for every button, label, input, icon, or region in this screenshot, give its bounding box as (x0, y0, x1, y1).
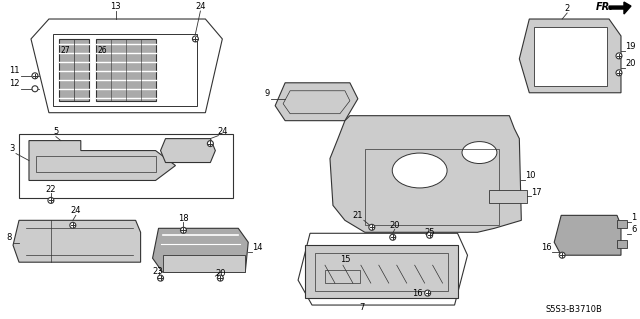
Polygon shape (617, 220, 627, 228)
Text: 12: 12 (9, 79, 20, 88)
Text: 20: 20 (625, 59, 636, 68)
Text: 22: 22 (45, 185, 56, 194)
Circle shape (70, 222, 76, 228)
Text: 11: 11 (9, 66, 20, 75)
Text: 7: 7 (359, 303, 365, 312)
Ellipse shape (392, 153, 447, 188)
Text: 23: 23 (152, 267, 163, 276)
Circle shape (157, 275, 164, 281)
Circle shape (207, 141, 213, 146)
Text: 5: 5 (53, 127, 58, 136)
Text: 15: 15 (340, 255, 350, 264)
Text: 24: 24 (217, 127, 228, 136)
Circle shape (425, 290, 431, 296)
Polygon shape (152, 228, 248, 272)
Text: 13: 13 (110, 2, 121, 11)
Circle shape (427, 232, 433, 238)
Text: S5S3-B3710B: S5S3-B3710B (546, 305, 603, 314)
Text: 26: 26 (98, 46, 108, 55)
Polygon shape (305, 245, 458, 298)
Text: 16: 16 (412, 289, 423, 298)
Polygon shape (163, 255, 245, 272)
Text: 14: 14 (252, 243, 263, 252)
Polygon shape (534, 27, 607, 86)
Polygon shape (29, 141, 175, 181)
Circle shape (32, 73, 38, 79)
Text: 24: 24 (70, 206, 81, 215)
Circle shape (218, 275, 223, 281)
Polygon shape (330, 116, 522, 232)
Polygon shape (609, 2, 631, 14)
Text: 10: 10 (525, 172, 536, 181)
Text: 18: 18 (178, 214, 189, 223)
Text: 16: 16 (541, 243, 552, 252)
Polygon shape (13, 220, 141, 262)
Text: 19: 19 (625, 42, 636, 51)
Text: 2: 2 (564, 4, 570, 13)
Polygon shape (96, 39, 156, 101)
Text: 3: 3 (9, 144, 15, 152)
Polygon shape (325, 270, 360, 283)
Text: 1: 1 (631, 213, 636, 222)
Text: 6: 6 (631, 225, 636, 234)
Polygon shape (617, 240, 627, 248)
Text: 20: 20 (215, 269, 226, 278)
Text: 27: 27 (61, 46, 70, 55)
Bar (19, 134, 234, 198)
Circle shape (616, 53, 622, 59)
Text: 8: 8 (6, 233, 12, 242)
Circle shape (616, 70, 622, 76)
Polygon shape (490, 190, 527, 204)
Circle shape (180, 227, 186, 233)
Polygon shape (519, 19, 621, 93)
Polygon shape (554, 215, 621, 255)
Text: 25: 25 (424, 228, 435, 237)
Text: 24: 24 (195, 2, 205, 11)
Text: 20: 20 (390, 221, 400, 230)
Circle shape (559, 252, 565, 258)
Circle shape (193, 36, 198, 42)
Polygon shape (161, 139, 215, 162)
Polygon shape (59, 39, 89, 101)
Text: 17: 17 (531, 189, 542, 197)
Text: 21: 21 (353, 211, 363, 220)
Circle shape (390, 234, 396, 240)
Circle shape (32, 86, 38, 92)
Circle shape (48, 197, 54, 204)
Circle shape (369, 224, 375, 230)
Text: FR.: FR. (596, 2, 614, 12)
Ellipse shape (462, 142, 497, 164)
Polygon shape (275, 83, 358, 121)
Bar (53, 34, 197, 106)
Text: 9: 9 (265, 89, 270, 98)
